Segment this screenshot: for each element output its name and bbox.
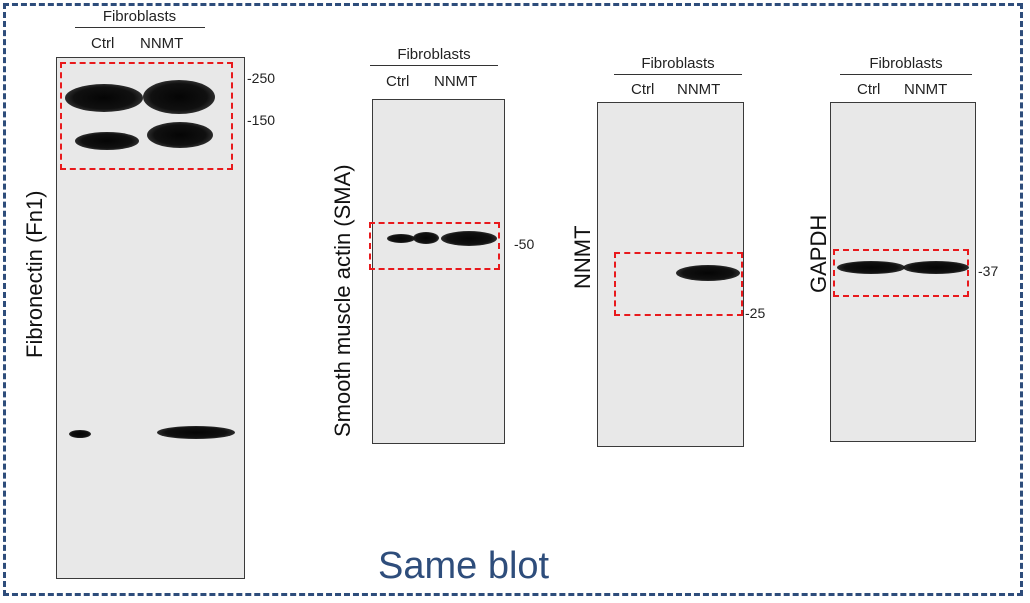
lane-nnmt-sma: NNMT	[434, 73, 478, 90]
blot-label-nnmt: NNMT	[570, 225, 595, 289]
band	[837, 261, 905, 274]
marker-37: -37	[978, 263, 999, 279]
highlight-box-nnmt	[614, 252, 743, 316]
lane-nnmt-nnmt: NNMT	[677, 81, 721, 98]
lane-nnmt-fn1: NNMT	[140, 35, 184, 52]
marker-250: -250	[247, 70, 276, 86]
blot-panel-fn1	[56, 57, 245, 579]
highlight-box-fn1	[60, 62, 233, 170]
band	[65, 84, 143, 112]
band	[143, 80, 215, 114]
group-header-gapdh: Fibroblasts	[838, 55, 974, 78]
marker-25: -25	[745, 305, 766, 321]
blot-panel-gapdh	[830, 102, 976, 442]
band	[676, 265, 740, 281]
highlight-box-gapdh	[833, 249, 969, 297]
footer-caption: Same blot	[378, 545, 550, 587]
marker-150: -150	[247, 112, 276, 128]
band	[157, 426, 235, 439]
lane-nnmt-gapdh: NNMT	[904, 81, 948, 98]
blot-label-fn1: Fibronectin (Fn1)	[22, 190, 47, 358]
blot-label-sma: Smooth muscle actin (SMA)	[330, 164, 355, 437]
band	[75, 132, 139, 150]
band	[903, 261, 969, 274]
highlight-box-sma	[369, 222, 500, 270]
lane-ctrl-fn1: Ctrl	[91, 35, 115, 52]
group-header-nnmt: Fibroblasts	[612, 55, 744, 78]
group-header-fn1: Fibroblasts	[72, 8, 207, 31]
band	[413, 232, 439, 244]
blot-panel-nnmt	[597, 102, 744, 447]
lane-ctrl-nnmt: Ctrl	[631, 81, 655, 98]
band	[387, 234, 415, 243]
blot-panel-sma	[372, 99, 505, 444]
lane-ctrl-sma: Ctrl	[386, 73, 410, 90]
marker-50: -50	[514, 236, 535, 252]
band	[69, 430, 91, 438]
blot-label-gapdh: GAPDH	[806, 214, 831, 293]
lane-ctrl-gapdh: Ctrl	[857, 81, 881, 98]
dashed-frame	[3, 3, 1023, 596]
band	[441, 231, 497, 246]
group-header-sma: Fibroblasts	[368, 46, 500, 69]
band	[147, 122, 213, 148]
